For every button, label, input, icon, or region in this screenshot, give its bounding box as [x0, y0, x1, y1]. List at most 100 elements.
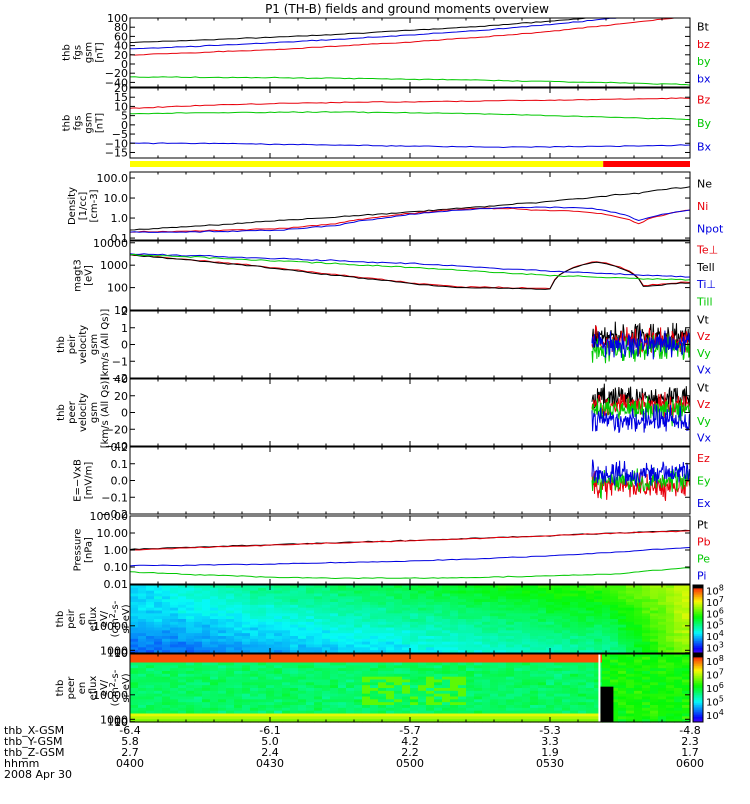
footer-ephemeris: thb_X-GSM -6.4 -6.1 -5.7 -5.3 -4.8 thb_Y-GSM 5.… — [4, 724, 704, 781]
svg-text:velocity: velocity — [78, 325, 89, 364]
legend-By: By — [697, 117, 712, 130]
footer-value: 0600 — [676, 757, 704, 770]
y-tick-label: 40 — [114, 40, 128, 53]
svg-text:[nT]: [nT] — [95, 113, 106, 133]
y-tick-label: 10 — [114, 304, 128, 317]
y-tick-label: 0.1 — [111, 232, 129, 245]
svg-text:[nT]: [nT] — [95, 42, 106, 62]
svg-text:Pressure: Pressure — [73, 529, 84, 572]
y-tick-label: 60 — [114, 30, 128, 43]
legend-Vt: Vt — [697, 381, 710, 394]
legend-bz: bz — [697, 38, 710, 51]
legend-Ni: Ni — [697, 200, 708, 213]
y-tick-label: 0.10 — [104, 561, 129, 574]
y-tick-label: 100.0 — [97, 172, 129, 185]
y-axis-label: thb fgs gsm [nT] — [62, 42, 106, 63]
colorbar-tick: 106 — [706, 606, 724, 620]
series-line — [130, 254, 690, 290]
y-tick-label: 0.2 — [111, 441, 129, 454]
series-line — [130, 547, 690, 567]
y-tick-label: −0.2 — [101, 508, 128, 521]
colorbar-tick: 106 — [706, 681, 724, 695]
y-axis-label: thb peer en eflux eV/(cm2-s-sr-eV) — [55, 669, 132, 706]
series-group — [130, 97, 690, 149]
y-tick-label: 0 — [121, 119, 128, 132]
y-tick-label: 1000 — [100, 713, 128, 726]
y-tick-label: 20 — [114, 49, 128, 62]
footer-row-label: thb_X-GSM — [4, 724, 64, 737]
series-group — [591, 383, 690, 434]
series-line — [130, 186, 690, 231]
series-line — [130, 111, 690, 121]
footer-value: -5.3 — [539, 724, 560, 737]
y-tick-label: 1000 — [100, 644, 128, 657]
footer-value: 1.7 — [681, 746, 699, 759]
y-tick-label: −1 — [112, 355, 128, 368]
y-tick-label: 10000 — [93, 237, 128, 250]
panel-frame — [129, 378, 691, 447]
y-tick-label: 1.00 — [104, 544, 129, 557]
legend-Pt: Pt — [697, 519, 709, 532]
legend-Pb: Pb — [697, 536, 711, 549]
series-line — [591, 459, 690, 487]
legend-Vy: Vy — [697, 347, 711, 360]
y-tick-label: −20 — [105, 67, 128, 80]
svg-text:eV/: eV/ — [99, 610, 110, 627]
y-tick-label: 15 — [114, 91, 128, 104]
svg-text:fgs: fgs — [73, 45, 84, 60]
y-axis-label: thb fgs gsm [nT] — [62, 112, 106, 133]
footer-value: 2.4 — [261, 746, 279, 759]
legend-Ti⊥: Ti⊥ — [696, 278, 716, 291]
y-tick-label: 1 — [121, 322, 128, 335]
legend-Vx: Vx — [697, 364, 712, 377]
svg-text:peir: peir — [66, 608, 77, 628]
series-line — [130, 18, 620, 50]
mode-bar-fast — [603, 161, 690, 167]
series-line — [130, 530, 690, 551]
svg-text:peer: peer — [67, 400, 78, 424]
y-tick-label: −20 — [105, 423, 128, 436]
svg-text:sr-eV): sr-eV) — [121, 604, 132, 633]
svg-text:(cm2-s-: (cm2-s- — [108, 600, 121, 637]
series-line — [130, 18, 678, 56]
legend-Vx: Vx — [697, 432, 712, 445]
footer-value: 3.3 — [541, 735, 559, 748]
y-tick-label: 5 — [121, 110, 128, 123]
chart-title: P1 (TH-B) fields and ground moments over… — [265, 2, 549, 16]
footer-value: 2.3 — [681, 735, 699, 748]
svg-text:(cm2-s-: (cm2-s- — [108, 669, 121, 706]
y-tick-label: 10 — [114, 716, 128, 729]
footer-value: 1.9 — [541, 746, 559, 759]
y-tick-label: 1.0 — [111, 212, 129, 225]
legend-Bx: Bx — [697, 140, 712, 153]
colorbar-tick: 105 — [706, 695, 724, 709]
series-line — [130, 253, 690, 278]
legend-Till: Till — [696, 295, 713, 308]
colorbar-tick: 105 — [706, 618, 724, 632]
footer-value: 0400 — [116, 757, 144, 770]
series-line — [130, 18, 594, 43]
y-axis-label: Density [1/cc] [cm-3] — [67, 187, 100, 225]
footer-value: -6.1 — [259, 724, 280, 737]
svg-text:thb: thb — [55, 611, 66, 628]
series-line — [591, 330, 690, 360]
svg-text:thb: thb — [56, 336, 67, 353]
y-axis-label: thb peir en eflux eV/(cm2-s-sr-eV) — [55, 600, 132, 637]
data-gap-edge — [598, 654, 601, 722]
panel-frame — [129, 240, 691, 311]
y-tick-label: −0.1 — [101, 491, 128, 504]
series-line — [591, 395, 690, 427]
y-tick-label: 100.00 — [90, 510, 129, 523]
svg-text:gsm: gsm — [89, 402, 100, 423]
colorbar-tick: 108 — [706, 654, 724, 668]
footer-value: 2.2 — [401, 746, 419, 759]
colorbar-tick: 107 — [706, 595, 724, 609]
y-tick-label: 10000 — [93, 620, 128, 633]
legend-Ne: Ne — [697, 177, 712, 190]
